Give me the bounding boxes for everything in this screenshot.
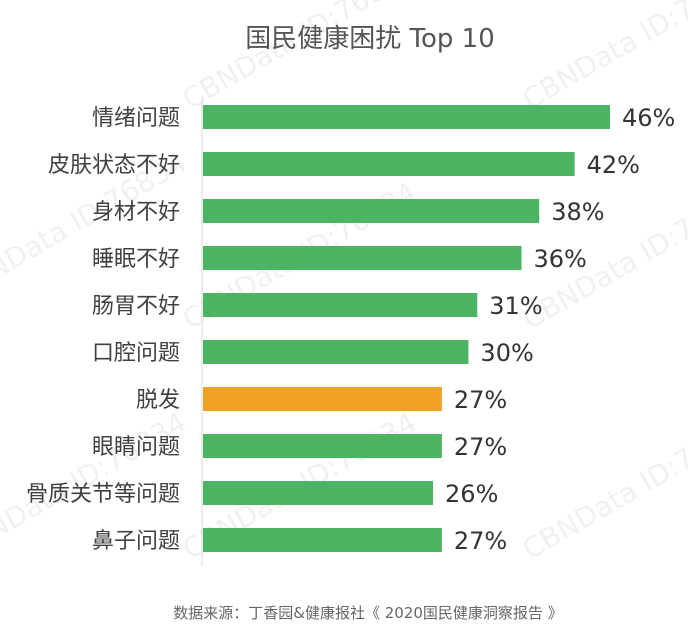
source-note: 数据来源：丁香园&健康报社《 2020国民健康洞察报告 》: [173, 604, 562, 622]
watermark-text-2: CBNData ID:76834: [517, 0, 690, 116]
bar-6: [203, 340, 469, 364]
value-label-6: 30%: [480, 339, 533, 367]
category-label-5: 肠胃不好: [92, 294, 180, 319]
value-label-8: 27%: [454, 433, 507, 461]
bar-3: [203, 199, 540, 223]
value-label-2: 42%: [587, 151, 640, 179]
category-label-6: 口腔问题: [92, 341, 180, 366]
bar-9: [203, 481, 434, 505]
bar-4: [203, 246, 522, 270]
value-label-9: 26%: [445, 480, 498, 508]
chart-title: 国民健康困扰 Top 10: [245, 24, 495, 54]
bar-1: [203, 105, 610, 129]
category-label-4: 睡眠不好: [92, 247, 180, 272]
value-label-1: 46%: [622, 104, 675, 132]
bars-group: 情绪问题 46% 皮肤状态不好 42% 身材不好 38% 睡眠不好 36% 肠胃不好 31% 口腔问…: [26, 104, 675, 555]
category-label-9: 骨质关节等问题: [26, 482, 180, 507]
watermark-text-8: CBNData ID:76834: [517, 406, 690, 566]
bar-5: [203, 293, 478, 317]
value-label-3: 38%: [551, 198, 604, 226]
bar-7: [203, 387, 442, 411]
bar-8: [203, 434, 442, 458]
category-label-2: 皮肤状态不好: [48, 153, 180, 178]
category-label-3: 身材不好: [92, 200, 180, 225]
value-label-5: 31%: [489, 292, 542, 320]
category-label-10: 鼻子问题: [92, 529, 180, 554]
bar-2: [203, 152, 575, 176]
value-label-10: 27%: [454, 527, 507, 555]
bar-10: [203, 528, 442, 552]
value-label-7: 27%: [454, 386, 507, 414]
category-label-7: 脱发: [136, 388, 180, 413]
category-label-1: 情绪问题: [92, 106, 180, 131]
value-label-4: 36%: [534, 245, 587, 273]
watermark-text-1: CBNData ID:76834: [177, 0, 422, 116]
category-label-8: 眼睛问题: [92, 435, 180, 460]
